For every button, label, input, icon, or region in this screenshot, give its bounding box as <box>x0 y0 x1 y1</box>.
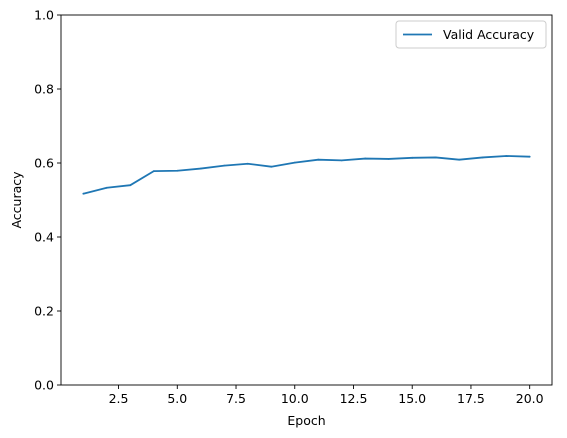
y-tick-label: 0.8 <box>34 82 54 97</box>
y-tick-label: 0.4 <box>34 230 54 245</box>
series-line <box>83 155 530 195</box>
data-point <box>246 162 249 165</box>
legend-box <box>395 20 547 49</box>
x-tick-label: 7.5 <box>226 391 246 406</box>
data-point <box>458 158 461 161</box>
y-axis: 0.0 0.2 0.4 0.6 0.8 1.0 <box>34 8 61 393</box>
x-tick-label: 17.5 <box>457 391 485 406</box>
x-tick-label: 2.5 <box>109 391 129 406</box>
data-point <box>176 169 179 172</box>
x-axis: 2.5 5.0 7.5 10.0 12.5 15.0 17.5 20.0 <box>109 385 544 406</box>
data-point <box>223 164 226 167</box>
y-tick-label: 0.6 <box>34 156 54 171</box>
data-point <box>411 156 414 159</box>
data-point <box>152 170 155 173</box>
y-tick-label: 1.0 <box>34 8 54 23</box>
data-point <box>317 158 320 161</box>
x-tick-label: 5.0 <box>167 391 187 406</box>
x-tick-label: 10.0 <box>281 391 309 406</box>
data-point <box>105 186 108 189</box>
legend: Valid Accuracy <box>395 20 547 49</box>
data-point <box>340 159 343 162</box>
data-point <box>129 184 132 187</box>
data-point <box>364 157 367 160</box>
data-point <box>199 167 202 170</box>
data-point <box>505 155 508 157</box>
axes-frame <box>60 14 553 386</box>
data-point <box>528 155 531 158</box>
data-point <box>481 156 484 159</box>
data-point <box>293 161 296 164</box>
data-point <box>387 158 390 160</box>
x-tick-label: 20.0 <box>516 391 544 406</box>
y-tick-label: 0.2 <box>34 304 54 319</box>
legend-label: Valid Accuracy <box>443 27 535 42</box>
series-layer <box>82 155 531 195</box>
y-tick-label: 0.0 <box>34 378 54 393</box>
data-point <box>434 156 437 159</box>
y-axis-label: Accuracy <box>9 171 24 229</box>
x-tick-label: 15.0 <box>398 391 426 406</box>
data-point <box>270 165 273 168</box>
x-tick-label: 12.5 <box>340 391 368 406</box>
x-axis-label: Epoch <box>287 413 325 428</box>
data-point <box>82 192 85 195</box>
